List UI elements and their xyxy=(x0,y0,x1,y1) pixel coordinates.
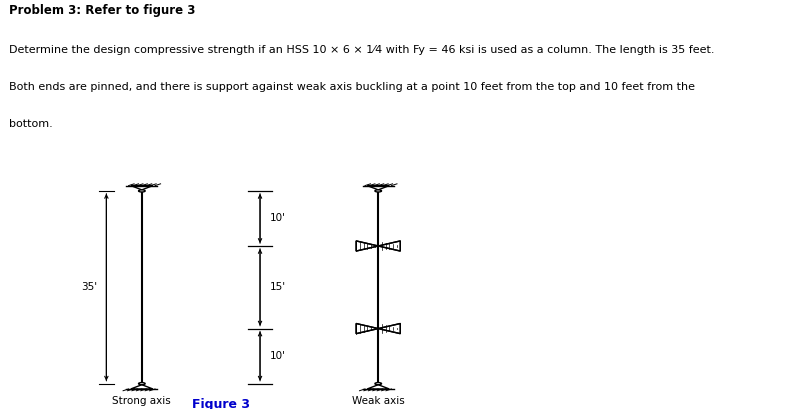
Polygon shape xyxy=(378,324,400,334)
Text: Both ends are pinned, and there is support against weak axis buckling at a point: Both ends are pinned, and there is suppo… xyxy=(9,82,696,92)
Text: 15': 15' xyxy=(269,282,285,292)
Circle shape xyxy=(375,190,381,192)
Polygon shape xyxy=(378,241,400,251)
Text: Figure 3: Figure 3 xyxy=(191,398,250,409)
Text: bottom.: bottom. xyxy=(9,119,54,128)
Circle shape xyxy=(375,382,381,385)
Polygon shape xyxy=(356,324,378,334)
Text: Weak axis: Weak axis xyxy=(352,396,404,406)
Text: 10': 10' xyxy=(269,351,285,361)
Circle shape xyxy=(139,190,145,192)
Text: Problem 3: Refer to figure 3: Problem 3: Refer to figure 3 xyxy=(9,4,196,17)
Text: Strong axis: Strong axis xyxy=(113,396,171,406)
Polygon shape xyxy=(356,241,378,251)
Text: 35': 35' xyxy=(81,282,97,292)
Text: 10': 10' xyxy=(269,213,285,223)
Circle shape xyxy=(139,382,145,385)
Text: Determine the design compressive strength if an HSS 10 × 6 × 1⁄4 with Fy = 46 ks: Determine the design compressive strengt… xyxy=(9,45,715,55)
